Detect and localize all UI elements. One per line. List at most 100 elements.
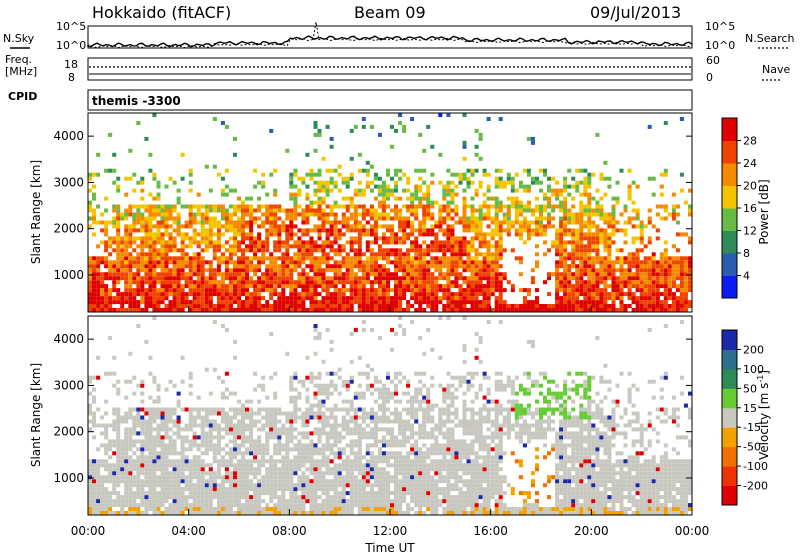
power-cell	[341, 176, 346, 181]
power-cell	[277, 208, 282, 213]
power-cell	[631, 224, 636, 229]
power-cell	[164, 256, 169, 261]
power-cell	[180, 244, 185, 249]
power-cell	[543, 304, 548, 308]
velocity-cell	[92, 495, 97, 500]
power-cell	[369, 296, 374, 301]
power-cell	[506, 196, 511, 201]
power-cell	[470, 228, 475, 233]
power-cell	[579, 204, 584, 209]
power-cell	[253, 292, 258, 297]
power-cell	[249, 264, 254, 269]
power-cell	[325, 188, 330, 193]
power-cell	[361, 272, 366, 277]
power-cell	[466, 228, 471, 233]
power-cell	[406, 308, 411, 312]
power-cell	[269, 284, 274, 289]
power-cell	[563, 288, 568, 293]
velocity-cell	[124, 419, 129, 424]
velocity-cell	[184, 479, 189, 484]
power-cell	[136, 264, 141, 269]
power-cell	[172, 308, 177, 312]
power-cell	[377, 224, 382, 229]
velocity-cell	[200, 483, 205, 488]
power-cell	[132, 240, 137, 245]
power-cell	[478, 136, 483, 141]
power-cell	[458, 244, 463, 249]
power-cell	[152, 272, 157, 277]
velocity-cell	[164, 471, 169, 476]
power-cell	[104, 232, 109, 237]
power-cell	[357, 228, 362, 233]
power-cell	[168, 232, 173, 237]
velocity-cell	[289, 423, 294, 428]
velocity-cell	[172, 483, 177, 488]
power-cell	[599, 236, 604, 241]
power-cell	[108, 268, 113, 273]
power-cell	[241, 276, 246, 281]
velocity-cell	[253, 507, 258, 511]
velocity-cell	[301, 495, 306, 500]
power-cell	[647, 292, 652, 297]
power-cell	[361, 192, 366, 197]
velocity-cell	[160, 483, 165, 488]
power-cell	[386, 212, 391, 217]
power-cell	[261, 184, 266, 189]
power-cell	[430, 240, 435, 245]
power-cell	[518, 180, 523, 185]
power-cell	[152, 276, 157, 281]
power-cell	[341, 300, 346, 305]
power-cell	[241, 208, 246, 213]
power-cell	[595, 232, 600, 237]
power-cell	[120, 240, 125, 245]
velocity-cell	[196, 455, 201, 460]
velocity-cell	[176, 479, 181, 484]
velocity-cell	[289, 383, 294, 388]
velocity-cell	[228, 463, 233, 468]
power-cell	[241, 224, 246, 229]
power-cell	[148, 232, 153, 237]
power-cell	[224, 256, 229, 261]
power-cell	[253, 220, 258, 225]
velocity-cell	[233, 475, 238, 480]
velocity-cell	[305, 375, 310, 380]
power-cell	[337, 220, 342, 225]
power-cell	[575, 232, 580, 237]
power-cell	[204, 296, 209, 301]
velocity-cell	[172, 507, 177, 511]
power-cell	[478, 184, 483, 189]
velocity-cell	[212, 479, 217, 484]
power-cell	[100, 292, 105, 297]
power-cell	[414, 308, 419, 312]
velocity-cell	[176, 507, 181, 511]
velocity-cell	[257, 495, 262, 500]
power-cell	[321, 216, 326, 221]
power-cell	[462, 304, 467, 308]
velocity-cell	[228, 479, 233, 484]
power-cell	[498, 248, 503, 253]
velocity-cell	[156, 455, 161, 460]
power-cell	[494, 280, 499, 285]
power-cell	[514, 232, 519, 237]
power-cell	[156, 264, 161, 269]
power-cell	[587, 300, 592, 305]
power-cell	[494, 296, 499, 301]
power-cell	[301, 308, 306, 312]
power-cell	[313, 300, 318, 305]
power-cell	[406, 208, 411, 213]
power-cell	[172, 268, 177, 273]
velocity-cell	[200, 503, 205, 508]
power-cell	[305, 252, 310, 257]
power-cell	[543, 280, 548, 285]
power-cell	[233, 224, 238, 229]
power-cell	[398, 256, 403, 261]
power-cell	[321, 248, 326, 253]
power-cell	[104, 308, 109, 312]
power-cell	[216, 280, 221, 285]
power-cell	[373, 208, 378, 213]
power-cell	[269, 292, 274, 297]
power-cell	[579, 304, 584, 308]
power-cell	[132, 300, 137, 305]
power-cell	[683, 276, 688, 281]
power-cell	[502, 228, 507, 233]
